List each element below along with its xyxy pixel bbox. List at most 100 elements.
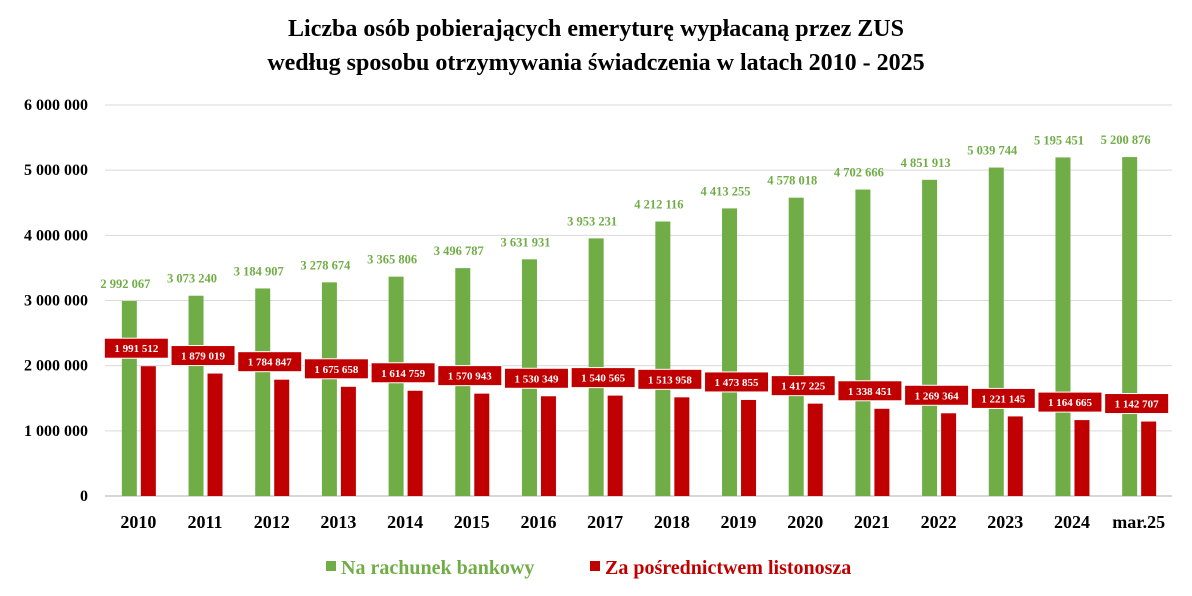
data-label-box-postman (170, 345, 236, 367)
data-label-bank-account: 3 073 240 (167, 272, 217, 286)
bar-bank-account (388, 276, 404, 496)
data-label-postman: 1 614 759 (381, 368, 426, 380)
x-tick-label: 2021 (854, 512, 890, 532)
data-label-postman: 1 417 225 (781, 381, 826, 393)
bar-bank-account (922, 179, 938, 496)
x-tick-label: 2015 (454, 512, 490, 532)
bar-postman (540, 396, 556, 496)
data-label-box-postman (770, 375, 836, 397)
data-label-postman: 1 784 847 (248, 357, 293, 369)
data-label-box-postman (303, 358, 369, 380)
bar-postman (340, 386, 356, 496)
data-label-box-postman (704, 371, 770, 393)
bar-bank-account (1122, 157, 1138, 497)
bar-postman (1074, 420, 1090, 496)
chart-title-line-2: według sposobu otrzymywania świadczenia … (267, 50, 924, 76)
data-label-bank-account: 4 851 913 (901, 156, 951, 170)
data-label-postman: 1 540 565 (581, 373, 626, 385)
data-label-postman: 1 221 145 (981, 393, 1026, 405)
bar-bank-account (722, 208, 738, 496)
x-axis: 2010 2011 2012 2013 2014 2015 2016 2017 2018 2019… (120, 512, 1165, 532)
x-tick-label: 2011 (188, 512, 223, 532)
chart-title: Liczba osób pobierających emeryturę wypł… (267, 16, 924, 76)
bar-bank-account (1055, 157, 1071, 496)
data-label-box-postman (237, 351, 303, 373)
legend-label: Za pośrednictwem listonosza (605, 557, 851, 579)
bar-postman (874, 408, 890, 496)
bar-postman (807, 403, 823, 496)
data-labels: 2 992 067 1 991 512 3 073 240 1 879 019 3 18… (100, 133, 1170, 415)
y-tick-label: 5 000 000 (24, 162, 88, 179)
bar-postman (1141, 421, 1157, 496)
data-label-postman: 1 675 658 (314, 364, 359, 376)
data-label-postman: 1 530 349 (514, 373, 559, 385)
data-label-box-postman (437, 365, 503, 387)
bar-bank-account (121, 301, 137, 496)
y-axis: 0 1 000 000 2 000 000 3 000 000 4 000 000 5 0… (24, 97, 88, 505)
data-label-box-postman (904, 384, 970, 406)
y-tick-label: 6 000 000 (24, 97, 88, 114)
data-label-bank-account: 3 365 806 (367, 253, 417, 267)
bar-postman (474, 393, 490, 496)
bar-bank-account (988, 167, 1004, 497)
x-tick-label: 2016 (520, 512, 556, 532)
data-label-postman: 1 473 855 (715, 377, 760, 389)
x-tick-label: 2017 (587, 512, 623, 532)
bar-postman (941, 413, 957, 496)
data-label-postman: 1 338 451 (848, 386, 892, 398)
data-label-box-postman (503, 367, 569, 389)
bar-postman (407, 390, 423, 496)
data-label-box-postman (103, 337, 169, 359)
data-label-bank-account: 4 212 116 (634, 198, 683, 212)
legend-swatch (590, 561, 600, 571)
data-label-bank-account: 3 278 674 (300, 258, 351, 272)
data-label-postman: 1 164 665 (1048, 397, 1093, 409)
y-tick-label: 2 000 000 (24, 358, 88, 375)
bar-postman (274, 379, 290, 496)
y-tick-label: 3 000 000 (24, 293, 88, 310)
data-label-box-postman (637, 368, 703, 390)
data-label-postman: 1 513 958 (648, 374, 693, 386)
x-tick-label: 2022 (921, 512, 957, 532)
bar-bank-account (255, 288, 271, 496)
x-tick-label: 2019 (721, 512, 757, 532)
data-label-bank-account: 3 184 907 (234, 264, 284, 278)
data-label-box-postman (570, 367, 636, 389)
bar-bank-account (855, 189, 871, 496)
bar-bank-account (188, 295, 204, 496)
x-tick-label: 2018 (654, 512, 690, 532)
x-tick-label: 2012 (254, 512, 290, 532)
x-tick-label: 2023 (987, 512, 1023, 532)
y-tick-label: 1 000 000 (24, 423, 88, 440)
x-tick-label: 2010 (120, 512, 156, 532)
x-tick-label: 2013 (320, 512, 356, 532)
data-label-box-postman (1037, 391, 1103, 413)
bar-postman (674, 397, 690, 496)
data-label-postman: 1 142 707 (1115, 399, 1160, 411)
legend: Na rachunek bankowy Za pośrednictwem list… (326, 557, 851, 579)
data-label-bank-account: 4 413 255 (701, 184, 751, 198)
data-label-postman: 1 879 019 (181, 351, 226, 363)
x-tick-label: 2020 (787, 512, 823, 532)
data-label-postman: 1 570 943 (448, 371, 493, 383)
chart-title-line-1: Liczba osób pobierających emeryturę wypł… (288, 16, 904, 42)
x-tick-label: mar.25 (1112, 512, 1165, 532)
y-tick-label: 0 (80, 488, 88, 505)
data-label-postman: 1 991 512 (114, 343, 159, 355)
bar-postman (140, 366, 156, 496)
data-label-bank-account: 2 992 067 (100, 277, 150, 291)
data-label-box-postman (370, 362, 436, 384)
data-label-postman: 1 269 364 (915, 390, 960, 402)
bar-postman (1007, 416, 1023, 496)
bar-bank-account (655, 221, 671, 496)
bar-postman (207, 373, 223, 496)
data-label-bank-account: 5 039 744 (967, 144, 1018, 158)
bar-bank-account (788, 197, 804, 496)
data-label-box-postman (970, 387, 1036, 409)
bar-postman (607, 395, 623, 496)
data-label-bank-account: 4 578 018 (767, 174, 817, 188)
data-label-bank-account: 5 195 451 (1034, 133, 1084, 147)
y-tick-label: 4 000 000 (24, 227, 88, 244)
